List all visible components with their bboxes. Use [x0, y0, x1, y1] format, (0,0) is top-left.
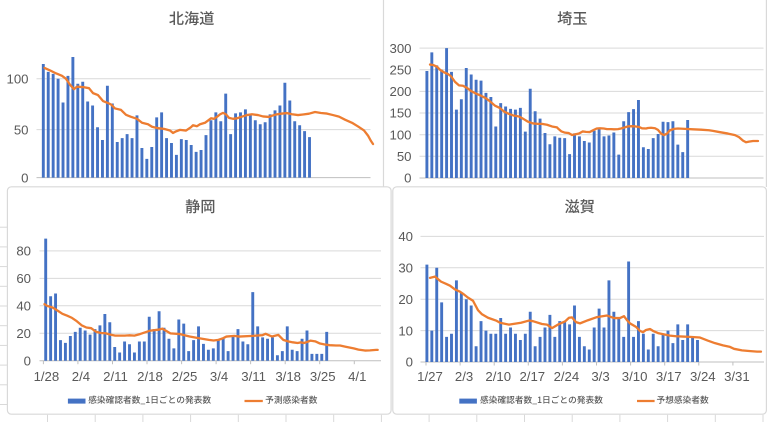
- svg-text:0: 0: [404, 171, 411, 186]
- svg-text:2/11: 2/11: [103, 369, 128, 384]
- svg-text:3/3: 3/3: [591, 369, 609, 384]
- svg-text:60: 60: [16, 271, 31, 286]
- svg-text:2/17: 2/17: [519, 369, 545, 384]
- svg-text:250: 250: [389, 62, 411, 77]
- svg-text:0: 0: [406, 355, 413, 370]
- svg-text:40: 40: [16, 299, 31, 314]
- svg-text:100: 100: [389, 127, 411, 142]
- svg-text:2/10: 2/10: [485, 369, 511, 384]
- svg-text:2/18: 2/18: [137, 369, 163, 384]
- svg-text:4/1: 4/1: [348, 369, 366, 384]
- svg-text:40: 40: [398, 229, 413, 244]
- svg-text:50: 50: [14, 122, 29, 137]
- svg-text:3/25: 3/25: [310, 369, 336, 384]
- svg-text:3/10: 3/10: [622, 369, 648, 384]
- svg-text:100: 100: [6, 72, 28, 87]
- svg-text:0: 0: [21, 170, 28, 185]
- svg-text:20: 20: [16, 326, 31, 341]
- svg-text:2/4: 2/4: [72, 369, 90, 384]
- svg-text:30: 30: [398, 261, 413, 276]
- svg-text:2/24: 2/24: [554, 369, 580, 384]
- svg-text:0: 0: [24, 353, 31, 368]
- svg-text:10: 10: [398, 323, 413, 338]
- svg-text:20: 20: [398, 292, 413, 307]
- svg-text:1/27: 1/27: [417, 369, 443, 384]
- svg-text:150: 150: [389, 106, 411, 121]
- svg-text:2/25: 2/25: [172, 369, 198, 384]
- svg-text:3/24: 3/24: [690, 369, 716, 384]
- svg-text:3/11: 3/11: [241, 369, 266, 384]
- svg-text:80: 80: [16, 244, 31, 259]
- svg-text:1/28: 1/28: [34, 369, 60, 384]
- svg-text:3/4: 3/4: [210, 369, 228, 384]
- svg-text:200: 200: [389, 84, 411, 99]
- svg-text:300: 300: [389, 41, 411, 56]
- svg-text:3/31: 3/31: [724, 369, 750, 384]
- svg-text:3/18: 3/18: [275, 369, 301, 384]
- svg-text:50: 50: [397, 149, 412, 164]
- svg-text:2/3: 2/3: [455, 369, 473, 384]
- svg-text:3/17: 3/17: [656, 369, 682, 384]
